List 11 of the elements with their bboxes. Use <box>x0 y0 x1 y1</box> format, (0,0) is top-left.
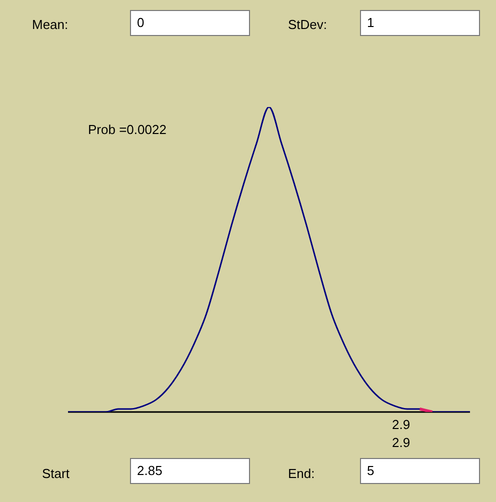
text: End: <box>288 466 315 481</box>
text-field: 1 <box>360 10 480 36</box>
text: StDev: <box>288 17 328 32</box>
text-field: 0 <box>130 10 250 36</box>
text: 2.9 <box>392 417 410 432</box>
text: Start <box>42 466 70 481</box>
annotation: Prob =0.0022 <box>88 122 166 137</box>
text-field: 5 <box>360 458 480 484</box>
text: 2.9 <box>392 435 410 450</box>
text: Mean: <box>32 17 68 32</box>
text-field: 2.85 <box>130 458 250 484</box>
